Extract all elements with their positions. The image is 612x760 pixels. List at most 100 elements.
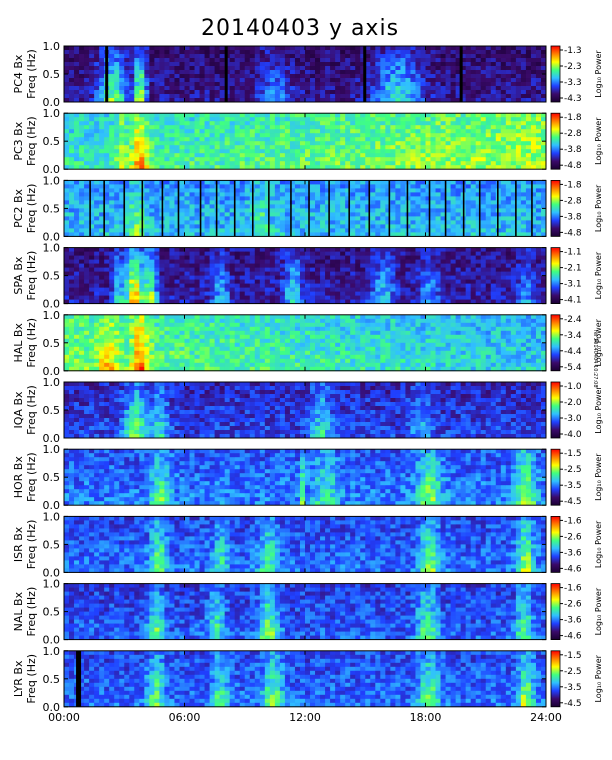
spectrogram-cell: [270, 200, 275, 204]
spectrogram-cell: [521, 62, 526, 66]
spectrogram-cell: [109, 86, 114, 90]
spectrogram-cell: [320, 54, 325, 58]
spectrogram-cell: [300, 252, 305, 256]
spectrogram-cell: [410, 70, 415, 74]
spectrogram-cell: [436, 184, 441, 188]
spectrogram-cell: [149, 268, 154, 272]
spectrogram-cell: [486, 137, 491, 141]
spectrogram-cell: [200, 145, 205, 149]
spectrogram-cell: [280, 212, 285, 216]
spectrogram-cell: [195, 252, 200, 256]
spectrogram-cell: [375, 220, 380, 224]
spectrogram-cell: [69, 82, 74, 86]
spectrogram-cell: [275, 252, 280, 256]
spectrogram-cell: [159, 161, 164, 165]
spectrogram-cell: [415, 129, 420, 133]
spectrogram-cell: [285, 224, 290, 228]
spectrogram-cell: [179, 149, 184, 153]
spectrogram-cell: [330, 86, 335, 90]
spectrogram-cell: [74, 276, 79, 280]
spectrogram-cell: [340, 62, 345, 66]
spectrogram-cell: [220, 145, 225, 149]
spectrogram-cell: [285, 86, 290, 90]
spectrogram-cell: [355, 188, 360, 192]
spectrogram-cell: [491, 224, 496, 228]
spectrogram-cell: [270, 192, 275, 196]
spectrogram-cell: [431, 82, 436, 86]
spectrogram-cell: [64, 58, 69, 62]
spectrogram-cell: [230, 272, 235, 276]
spectrogram-cell: [94, 180, 99, 184]
spectrogram-cell: [179, 208, 184, 212]
spectrogram-cell: [119, 292, 124, 296]
spectrogram-cell: [325, 46, 330, 50]
spectrogram-cell: [270, 117, 275, 121]
spectrogram-cell: [486, 228, 491, 232]
spectrogram-cell: [280, 204, 285, 208]
spectrogram-cell: [134, 276, 139, 280]
spectrogram-cell: [410, 50, 415, 54]
spectrogram-cell: [270, 180, 275, 184]
spectrogram-cell: [195, 137, 200, 141]
spectrogram-cell: [179, 196, 184, 200]
spectrogram-cell: [320, 149, 325, 153]
spectrogram-cell: [521, 204, 526, 208]
spectrogram-cell: [320, 268, 325, 272]
spectrogram-cell: [345, 137, 350, 141]
spectrogram-cell: [300, 184, 305, 188]
spectrogram-cell: [385, 117, 390, 121]
spectrogram-cell: [501, 212, 506, 216]
spectrogram-cell: [84, 78, 89, 82]
spectrogram-cell: [431, 157, 436, 161]
spectrogram-cell: [441, 137, 446, 141]
spectrogram-cell: [139, 280, 144, 284]
spectrogram-cell: [385, 50, 390, 54]
spectrogram-cell: [139, 248, 144, 252]
spectrogram-cell: [245, 228, 250, 232]
spectrogram-cell: [355, 184, 360, 188]
spectrogram-cell: [99, 46, 104, 50]
spectrogram-cell: [230, 90, 235, 94]
spectrogram-cell: [109, 268, 114, 272]
spectrogram-cell: [210, 268, 215, 272]
spectrogram-cell: [355, 284, 360, 288]
spectrogram-cell: [74, 141, 79, 145]
spectrogram-cell: [74, 184, 79, 188]
spectrogram-cell: [129, 62, 134, 66]
spectrogram-cell: [380, 149, 385, 153]
spectrogram-cell: [426, 74, 431, 78]
spectrogram-cell: [79, 133, 84, 137]
spectrogram-cell: [491, 212, 496, 216]
spectrogram-cell: [511, 74, 516, 78]
spectrogram-cell: [310, 78, 315, 82]
spectrogram-cell: [230, 50, 235, 54]
spectrogram-cell: [340, 90, 345, 94]
spectrogram-cell: [179, 260, 184, 264]
spectrogram-cell: [129, 54, 134, 58]
spectrogram-cell: [295, 121, 300, 125]
spectrogram-cell: [501, 133, 506, 137]
spectrogram-cell: [285, 192, 290, 196]
spectrogram-cell: [315, 180, 320, 184]
spectrogram-cell: [174, 284, 179, 288]
spectrogram-cell: [410, 157, 415, 161]
spectrogram-cell: [99, 121, 104, 125]
spectrogram-cell: [521, 220, 526, 224]
spectrogram-cell: [420, 50, 425, 54]
spectrogram-cell: [355, 268, 360, 272]
spectrogram-cell: [436, 224, 441, 228]
spectrogram-cell: [305, 94, 310, 98]
spectrogram-cell: [501, 121, 506, 125]
spectrogram-cell: [235, 284, 240, 288]
spectrogram-cell: [380, 113, 385, 117]
spectrogram-cell: [431, 188, 436, 192]
spectrogram-cell: [410, 117, 415, 121]
spectrogram-cell: [395, 70, 400, 74]
spectrogram-cell: [94, 157, 99, 161]
spectrogram-cell: [385, 62, 390, 66]
spectrogram-cell: [280, 74, 285, 78]
spectrogram-cell: [149, 149, 154, 153]
spectrogram-cell: [215, 248, 220, 252]
spectrogram-cell: [320, 280, 325, 284]
